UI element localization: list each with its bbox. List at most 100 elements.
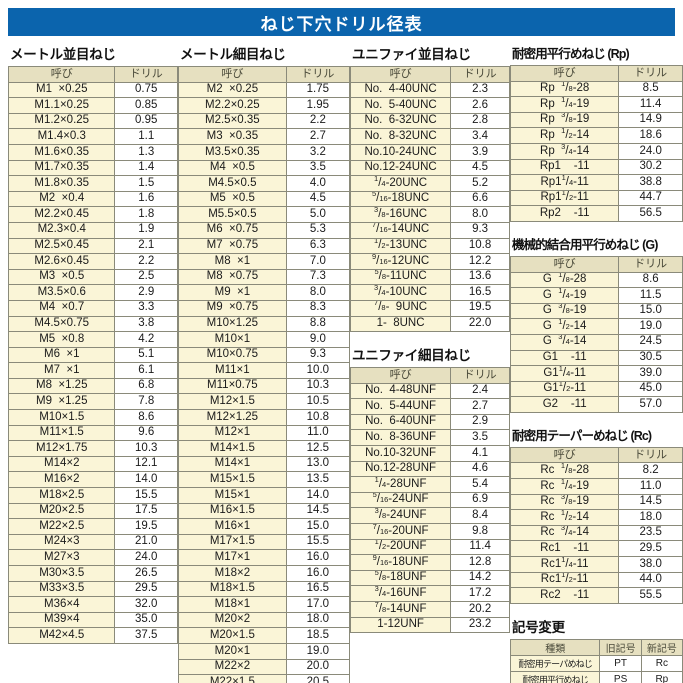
thread-designation: M30×3.5 (7, 565, 116, 582)
drill-diameter: 7.0 (285, 253, 351, 270)
table-row: Rp2 -11 56.5 (509, 205, 683, 222)
table-row: No. 4-40UNC 2.3 (349, 81, 510, 99)
column-pipe-threads: 耐密用平行めねじ (Rp) 呼び ドリル Rp 1/8-28 8.5 Rp 1/4-19 1… (509, 43, 683, 683)
table-row: G 3/8-19 15.0 (509, 302, 683, 320)
thread-designation: M2 ×0.25 (178, 81, 287, 99)
table-row: M20×1 19.0 (178, 642, 351, 660)
table-row: M2.5×0.45 2.1 (7, 237, 178, 255)
thread-designation: M1.4×0.3 (7, 128, 116, 145)
table-row: 3/4-16UNF 17.2 (349, 585, 510, 602)
thread-designation: No.12-24UNC (349, 159, 452, 177)
drill-diameter: 6.8 (114, 377, 178, 395)
section-title: ユニファイ細目ねじ (352, 348, 471, 364)
symbol-new: Rp (640, 670, 683, 683)
drill-diameter: 10.0 (285, 362, 351, 379)
thread-designation: Rp1 -11 (509, 158, 620, 176)
column-header-value: ドリル (285, 66, 351, 83)
table-row: M4.5×0.5 4.0 (178, 175, 351, 192)
drill-diameter: 3.3 (114, 299, 178, 317)
drill-diameter: 37.5 (114, 627, 178, 644)
table-row: G11/2-11 45.0 (509, 380, 683, 398)
table-row: No. 8-36UNF 3.5 (349, 429, 510, 447)
table-row: M16×2 14.0 (7, 471, 178, 489)
drill-diameter: 14.2 (450, 569, 510, 587)
drill-diameter: 4.6 (450, 460, 510, 478)
table-row: Rc 3/4-14 23.5 (509, 524, 683, 542)
drill-diameter: 1.6 (114, 190, 178, 208)
column-header-value: ドリル (618, 65, 683, 82)
section-title: ユニファイ並目ねじ (352, 47, 471, 62)
thread-designation: M7 ×0.75 (178, 237, 287, 255)
drill-diameter: 20.0 (285, 658, 351, 676)
drill-diameter: 13.0 (285, 455, 351, 473)
table-row: 9/16-12UNC 12.2 (349, 253, 510, 270)
drill-diameter: 8.8 (285, 315, 351, 333)
section-title: 耐密用テーパーめねじ (Rc) (512, 428, 652, 443)
drill-diameter: 13.6 (450, 268, 510, 286)
drill-diameter: 14.5 (285, 502, 351, 520)
table-row: M5 ×0.8 4.2 (7, 331, 178, 348)
drill-diameter: 9.3 (285, 346, 351, 364)
drill-diameter: 12.1 (114, 455, 178, 473)
table-row: M4 ×0.7 3.3 (7, 299, 178, 317)
thread-designation: M20×1 (178, 642, 287, 660)
drill-diameter: 15.0 (285, 518, 351, 535)
table-section: ユニファイ細目ねじ 呼び ドリル No. 4-48UNF 2.4 No. 5-44UNF 2… (349, 344, 510, 634)
drill-diameter: 5.3 (285, 221, 351, 239)
table-row: M5.5×0.5 5.0 (178, 206, 351, 223)
thread-designation: M33×3.5 (7, 580, 116, 598)
thread-designation: M2.5×0.45 (7, 237, 116, 255)
thread-designation: 7/16-20UNF (349, 523, 452, 540)
table-row: 3/8-16UNC 8.0 (349, 206, 510, 223)
drill-diameter: 16.0 (285, 549, 351, 566)
table-row: No.12-28UNF 4.6 (349, 460, 510, 478)
thread-designation: M27×3 (7, 549, 116, 566)
thread-designation: M2.3×0.4 (7, 221, 116, 239)
thread-designation: M16×1 (178, 518, 287, 535)
table-row: M24×3 21.0 (7, 533, 178, 551)
table-row: No. 5-40UNC 2.6 (349, 97, 510, 114)
thread-designation: M1.8×0.35 (7, 175, 116, 192)
drill-diameter: 9.8 (450, 523, 510, 540)
thread-designation: M22×1.5 (178, 674, 287, 683)
drill-diameter: 2.3 (450, 81, 510, 99)
drill-diameter: 19.5 (450, 299, 510, 317)
table-row: M30×3.5 26.5 (7, 565, 178, 582)
thread-designation: M4.5×0.75 (7, 315, 116, 333)
thread-designation: 3/8-16UNC (349, 206, 452, 223)
drill-diameter: 5.1 (114, 346, 178, 364)
table-section: メートル並目ねじ 呼び ドリル M1 ×0.25 0.75 M1.1×0.25 0.85 M1… (7, 43, 178, 644)
symbol-old: PT (599, 654, 642, 672)
thread-designation: No. 5-44UNF (349, 398, 452, 415)
table-row: M14×1 13.0 (178, 455, 351, 473)
drill-diameter: 10.8 (285, 409, 351, 426)
drill-diameter: 2.9 (450, 413, 510, 431)
thread-designation: M18×2.5 (7, 487, 116, 504)
column-header-name: 呼び (178, 66, 287, 83)
drill-diameter: 17.5 (114, 502, 178, 520)
thread-designation: 1- 8UNC (349, 315, 452, 333)
drill-diameter: 23.2 (450, 616, 510, 634)
drill-diameter: 14.9 (618, 111, 683, 129)
thread-designation: 3/8-24UNF (349, 507, 452, 525)
thread-designation: Rp 1/2-14 (509, 127, 620, 144)
table-row: M1.1×0.25 0.85 (7, 97, 178, 114)
table-row: M6 ×0.75 5.3 (178, 221, 351, 239)
table-row: G 3/4-14 24.5 (509, 333, 683, 351)
column-unified: ユニファイ並目ねじ 呼び ドリル No. 4-40UNC 2.3 No. 5-40UNC 2… (349, 43, 510, 634)
table-row: Rc 3/8-19 14.5 (509, 493, 683, 511)
table-section: 記号変更種類旧記号新記号耐密用テーパめねじPTRc耐密用平行めねじPSRp機械的… (509, 616, 683, 683)
drill-diameter: 11.5 (618, 287, 683, 304)
table-row: G2 -11 57.0 (509, 396, 683, 413)
drill-diameter: 10.3 (114, 440, 178, 457)
drill-diameter: 14.0 (114, 471, 178, 489)
thread-designation: M1.1×0.25 (7, 97, 116, 114)
table-row: M15×1 14.0 (178, 487, 351, 504)
drill-diameter: 11.4 (450, 538, 510, 556)
drill-diameter: 3.5 (285, 159, 351, 177)
thread-designation: M15×1.5 (178, 471, 287, 489)
table-row: M9 ×1.25 7.8 (7, 393, 178, 411)
table-row: M10×0.75 9.3 (178, 346, 351, 364)
column-header-value: ドリル (618, 255, 683, 273)
thread-designation: M20×2.5 (7, 502, 116, 520)
